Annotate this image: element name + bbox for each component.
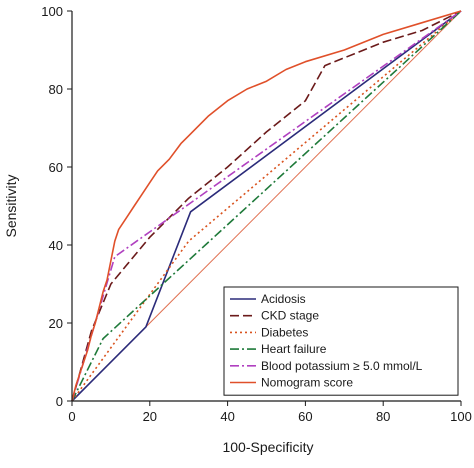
x-tick-label: 40 xyxy=(220,409,234,424)
y-tick-label: 0 xyxy=(56,394,63,409)
legend-entry-label: Heart failure xyxy=(261,342,327,356)
series-line-heart-failure xyxy=(71,10,462,402)
x-axis-title: 100-Specificity xyxy=(222,439,313,455)
y-tick-label: 80 xyxy=(49,82,63,97)
legend-entry-label: Blood potassium ≥ 5.0 mmol/L xyxy=(261,359,423,373)
series-line-diabetes xyxy=(71,10,462,402)
legend-entry-label: Acidosis xyxy=(261,292,306,306)
x-tick-label: 20 xyxy=(143,409,157,424)
legend: Acidosis CKD stage Diabetes Heart failure Bl… xyxy=(223,286,459,396)
y-tick-label: 100 xyxy=(41,4,63,19)
series-line-acidosis xyxy=(71,10,462,402)
series-line-ckd-stage xyxy=(71,10,462,402)
legend-box xyxy=(223,286,459,396)
y-tick-label: 20 xyxy=(49,316,63,331)
plot-area xyxy=(71,10,462,402)
y-axis-title: Sensitivity xyxy=(3,174,19,237)
series-line-nomogram-score xyxy=(71,10,462,402)
y-tick-label: 60 xyxy=(49,160,63,175)
axes: 0 20 40 60 80 100 0 20 40 60 80 100 xyxy=(41,4,472,424)
x-tick-label: 0 xyxy=(68,409,75,424)
series-line-blood-potassium-5-0-mmol-l xyxy=(71,10,462,402)
x-tick-label: 100 xyxy=(450,409,472,424)
legend-entry-label: Diabetes xyxy=(261,325,308,339)
x-tick-label: 60 xyxy=(298,409,312,424)
x-tick-label: 80 xyxy=(376,409,390,424)
legend-entry-label: Nomogram score xyxy=(261,376,353,390)
legend-entry-label: CKD stage xyxy=(261,309,319,323)
y-tick-label: 40 xyxy=(49,238,63,253)
